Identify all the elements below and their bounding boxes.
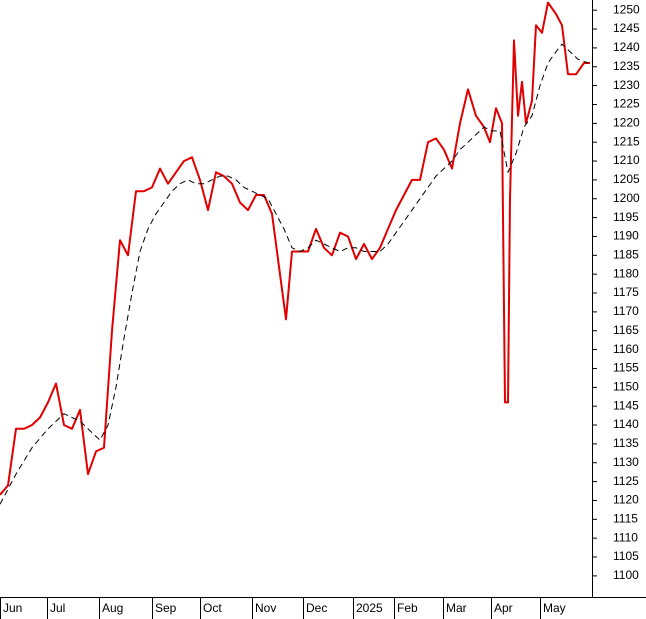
y-tick-label: 1125 bbox=[613, 474, 639, 488]
y-tick-label: 1120 bbox=[613, 493, 639, 507]
y-tick-label: 1100 bbox=[613, 568, 639, 582]
x-tick-label: Sep bbox=[155, 601, 177, 615]
y-tick-label: 1220 bbox=[613, 115, 640, 129]
y-tick-label: 1160 bbox=[613, 342, 639, 356]
line-series bbox=[0, 1, 590, 496]
y-tick-label: 1110 bbox=[613, 530, 638, 544]
y-tick-label: 1230 bbox=[613, 78, 640, 92]
x-tick-label: Oct bbox=[203, 601, 222, 615]
y-tick-label: 1185 bbox=[613, 247, 639, 261]
y-tick-label: 1130 bbox=[613, 455, 639, 469]
y-tick-label: 1235 bbox=[613, 59, 640, 73]
y-tick-label: 1150 bbox=[613, 379, 639, 393]
y-tick-label: 1105 bbox=[613, 549, 639, 563]
y-tick-label: 1215 bbox=[613, 134, 640, 148]
x-tick-label: Nov bbox=[255, 601, 276, 615]
y-tick-label: 1170 bbox=[613, 304, 639, 318]
y-tick-label: 1155 bbox=[613, 361, 639, 375]
y-tick-label: 1195 bbox=[613, 210, 639, 224]
y-tick-label: 1175 bbox=[613, 285, 639, 299]
x-tick-label: Aug bbox=[102, 601, 123, 615]
x-tick-label: Apr bbox=[494, 601, 513, 615]
x-tick-label: Feb bbox=[397, 601, 418, 615]
y-tick-label: 1180 bbox=[613, 266, 639, 280]
y-tick-label: 1135 bbox=[613, 436, 639, 450]
y-tick-label: 1200 bbox=[613, 191, 640, 205]
y-tick-label: 1225 bbox=[613, 97, 640, 111]
y-tick-label: 1140 bbox=[613, 417, 639, 431]
x-tick-label: Jul bbox=[50, 601, 65, 615]
y-tick-label: 1115 bbox=[613, 511, 638, 525]
y-tick-label: 1190 bbox=[613, 229, 639, 243]
x-tick-label: Dec bbox=[306, 601, 327, 615]
y-tick-label: 1145 bbox=[613, 398, 639, 412]
y-tick-label: 1245 bbox=[613, 21, 640, 35]
y-tick-label: 1165 bbox=[613, 323, 639, 337]
x-tick-label: Jun bbox=[3, 601, 22, 615]
y-tick-label: 1210 bbox=[613, 153, 640, 167]
y-tick-label: 1205 bbox=[613, 172, 640, 186]
x-tick-label: Mar bbox=[446, 601, 467, 615]
x-tick-label: May bbox=[543, 601, 566, 615]
x-tick-label: 2025 bbox=[356, 601, 383, 615]
y-tick-label: 1240 bbox=[613, 40, 640, 54]
y-tick-label: 1250 bbox=[613, 2, 640, 16]
line-series bbox=[0, 43, 589, 505]
